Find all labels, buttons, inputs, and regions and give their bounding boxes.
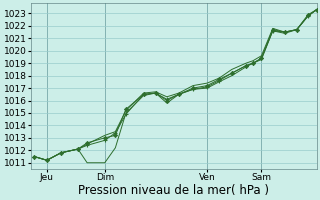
X-axis label: Pression niveau de la mer( hPa ): Pression niveau de la mer( hPa ) [78,184,269,197]
